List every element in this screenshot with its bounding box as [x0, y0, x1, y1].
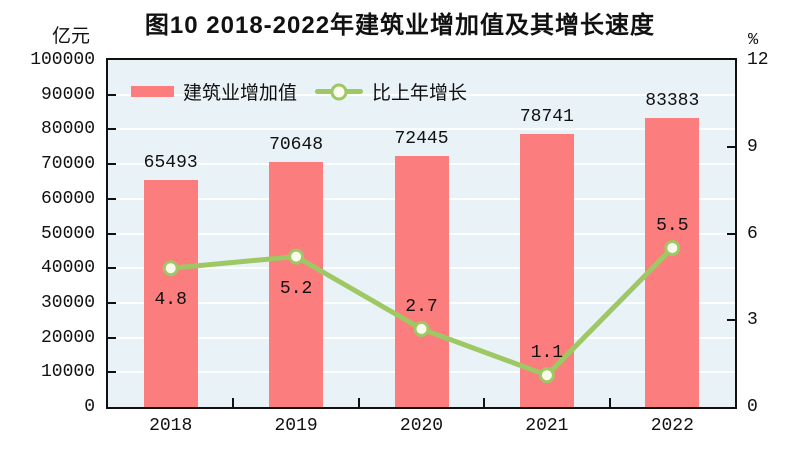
- bar: [645, 117, 700, 407]
- growth-marker: [664, 239, 681, 256]
- left-axis-tick-label: 40000: [40, 258, 95, 279]
- bar-value-label: 70648: [269, 134, 324, 155]
- left-axis-tick: [108, 93, 116, 96]
- left-axis-unit-label: 亿元: [52, 26, 91, 47]
- plot-border: [106, 58, 737, 409]
- left-axis-tick-label: 80000: [40, 119, 95, 140]
- bar: [269, 161, 324, 407]
- bar-value-label: 65493: [143, 152, 198, 173]
- left-axis-tick: [108, 301, 116, 304]
- right-axis-unit-label: %: [748, 31, 759, 50]
- right-axis-tick-label: 3: [747, 310, 758, 331]
- right-axis-tick: [727, 232, 735, 235]
- bar-value-label: 72445: [394, 128, 449, 149]
- left-axis-tick: [108, 371, 116, 374]
- left-axis-tick: [108, 128, 116, 131]
- left-axis-tick-label: 10000: [40, 362, 95, 383]
- bar-value-label: 83383: [645, 90, 700, 111]
- bottom-axis-tick: [232, 398, 235, 407]
- x-axis-category-label: 2021: [525, 416, 569, 436]
- left-axis-tick-label: 70000: [40, 154, 95, 175]
- x-axis-category-label: 2022: [650, 416, 694, 436]
- legend-line-series-label: 比上年增长: [372, 83, 468, 104]
- line-marker-icon: [330, 83, 348, 100]
- bar: [394, 155, 449, 407]
- left-axis-tick-label: 90000: [40, 84, 95, 105]
- right-axis-tick-label: 6: [747, 223, 758, 244]
- left-axis-tick: [108, 336, 116, 339]
- x-axis-category-label: 2020: [399, 416, 444, 436]
- bar: [519, 133, 574, 407]
- growth-marker: [413, 320, 430, 337]
- left-axis-tick-label: 30000: [40, 292, 95, 313]
- left-axis-tick-label: 0: [84, 397, 95, 417]
- gridline: [108, 93, 735, 96]
- left-axis-tick-label: 50000: [40, 223, 95, 244]
- left-axis-tick-label: 100000: [30, 50, 95, 70]
- right-axis-tick-label: 9: [747, 136, 758, 157]
- legend-bar-series-label: 建筑业增加值: [183, 83, 298, 104]
- growth-value-label: 2.7: [405, 296, 438, 317]
- right-axis-tick: [727, 145, 735, 148]
- left-axis-tick-label: 60000: [40, 188, 95, 209]
- growth-marker: [162, 260, 179, 277]
- bottom-axis-tick: [483, 398, 486, 407]
- growth-value-label: 5.2: [279, 278, 313, 299]
- left-axis-tick-label: 20000: [40, 327, 95, 348]
- left-axis-tick: [108, 267, 116, 270]
- bottom-axis-tick: [608, 398, 611, 407]
- legend-item-line-series: 比上年增长: [315, 78, 467, 105]
- left-axis-tick: [108, 232, 116, 235]
- bar: [143, 179, 198, 407]
- right-axis-tick-label: 12: [747, 50, 769, 70]
- growth-value-label: 4.8: [154, 290, 187, 311]
- bottom-axis-tick: [357, 398, 360, 407]
- growth-value-label: 5.5: [656, 215, 689, 236]
- gridline: [108, 128, 735, 131]
- line-series-swatch-icon: [315, 83, 364, 100]
- growth-marker: [288, 248, 305, 265]
- x-axis-category-label: 2018: [149, 416, 193, 436]
- legend: 建筑业增加值 比上年增长: [131, 78, 467, 105]
- x-axis-category-label: 2019: [274, 416, 318, 436]
- right-axis-tick: [727, 319, 735, 322]
- growth-marker: [538, 367, 555, 384]
- legend-item-bar-series: 建筑业增加值: [131, 78, 297, 105]
- left-axis-tick: [108, 163, 116, 166]
- bar-value-label: 78741: [519, 106, 574, 127]
- bar-series-swatch-icon: [131, 86, 174, 97]
- growth-value-label: 1.1: [530, 343, 564, 364]
- growth-line-layer: [162, 239, 681, 384]
- right-axis-tick-label: 0: [747, 397, 758, 417]
- chart-title: 图10 2018-2022年建筑业增加值及其增长速度: [144, 12, 656, 39]
- left-axis-tick: [108, 197, 116, 200]
